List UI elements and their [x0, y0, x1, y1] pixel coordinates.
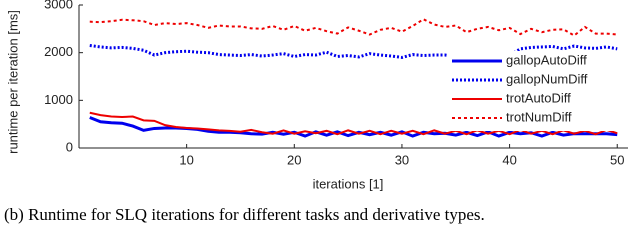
x-tick-label: 20 — [287, 152, 301, 167]
x-tick-label: 40 — [502, 152, 516, 167]
y-axis-label: runtime per iteration [ms] — [5, 10, 20, 154]
y-tick-label: 3000 — [44, 0, 73, 11]
legend-label: trotNumDiff — [506, 109, 572, 124]
legend-label: trotAutoDiff — [506, 90, 571, 105]
caption: (b) Runtime for SLQ iterations for diffe… — [4, 205, 485, 224]
y-tick-label: 1000 — [44, 92, 73, 107]
legend-label: gallopAutoDiff — [506, 52, 587, 67]
y-tick-label: 2000 — [44, 44, 73, 59]
x-tick-label: 50 — [610, 152, 624, 167]
y-tick-label: 0 — [66, 139, 73, 154]
x-tick-label: 10 — [179, 152, 193, 167]
chart: (b) Runtime for SLQ iterations for diffe… — [4, 0, 628, 224]
series-line — [89, 18, 618, 37]
series-line — [89, 44, 618, 59]
x-tick-label: 30 — [395, 152, 409, 167]
legend-label: gallopNumDiff — [506, 71, 588, 86]
series-line — [89, 111, 618, 136]
x-axis-label: iterations [1] — [313, 176, 384, 191]
